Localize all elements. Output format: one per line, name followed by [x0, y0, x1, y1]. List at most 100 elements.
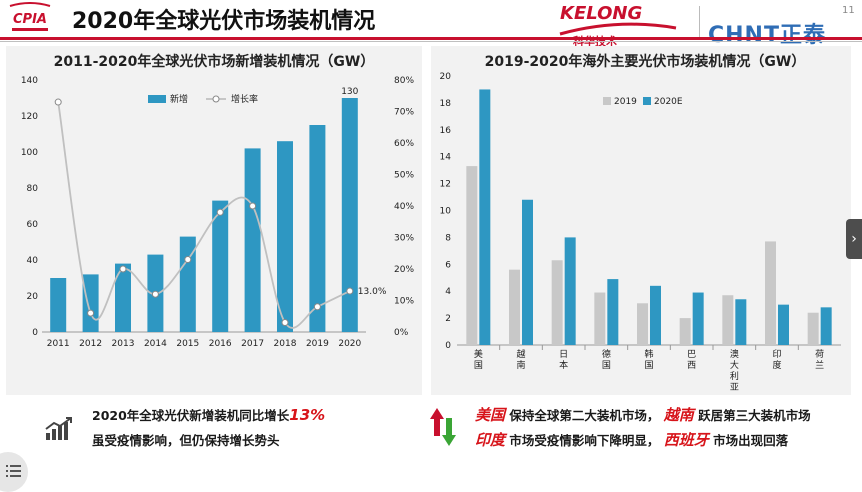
x-category-label: 2015	[176, 339, 199, 349]
kelong-swoosh-icon	[559, 22, 677, 36]
bar-2020e	[692, 292, 704, 345]
x-category-char: 大	[730, 359, 739, 371]
x-category-char: 印	[772, 348, 781, 360]
note-right-text-2: 跃居第三大装机市场	[698, 408, 811, 423]
growth-rate-point	[249, 202, 257, 210]
x-category-label: 澳大利亚	[730, 348, 739, 393]
x-category-char: 巴	[687, 349, 696, 360]
x-category-label: 韩国	[644, 348, 653, 371]
y2-tick-label: 20%	[394, 265, 414, 275]
x-category-label: 荷兰	[815, 349, 824, 371]
bar-new-installs	[179, 236, 196, 332]
y2-tick-label: 60%	[394, 139, 414, 149]
x-category-char: 度	[772, 359, 781, 371]
x-category-char: 日	[559, 349, 568, 360]
growth-rate-point	[151, 290, 159, 298]
x-category-char: 亚	[730, 382, 739, 393]
left-chart-panel: 2011-2020年全球光伏市场新增装机情况（GW） 0 20 40 60 80 100 12…	[6, 46, 422, 395]
bar-data-label: 130	[341, 87, 358, 97]
y-tick-label: 40	[27, 256, 39, 266]
y2-tick-label: 80%	[394, 76, 414, 86]
y-tick-label: 18	[440, 99, 452, 109]
y-tick-label: 2	[445, 314, 451, 324]
next-slide-button[interactable]: ›	[846, 219, 862, 259]
legend-label-bar: 新增	[170, 93, 188, 105]
overseas-markets-chart: 2019-2020年海外主要光伏市场装机情况（GW） 0 2 4 6 8 10 12 14 16 1…	[440, 53, 841, 393]
y-tick-label: 0	[32, 328, 38, 338]
note-right-line1: 美国 保持全球第二大装机市场， 越南 跃居第三大装机市场	[475, 404, 811, 425]
header-rule	[0, 37, 862, 40]
x-category-char: 西	[687, 360, 696, 371]
line-data-label: 13.0%	[358, 287, 387, 297]
growth-rate-line	[57, 101, 351, 329]
x-category-label: 美国	[474, 348, 483, 371]
y2-tick-label: 40%	[394, 202, 414, 212]
bar-new-installs	[115, 263, 131, 332]
x-category-label: 2014	[144, 339, 167, 349]
right-chart-title: 2019-2020年海外主要光伏市场装机情况（GW）	[485, 53, 806, 70]
bar-2020e	[607, 279, 619, 345]
bar-new-installs	[277, 141, 293, 332]
bar-2019	[551, 260, 563, 345]
right-chart-panel: 2019-2020年海外主要光伏市场装机情况（GW） 0 2 4 6 8 10 12 14 16 1…	[431, 46, 851, 395]
bar-2020e	[735, 299, 747, 345]
x-category-label: 2017	[241, 339, 264, 349]
note-right-text-4: 市场出现回落	[713, 433, 789, 448]
note-right-text-1: 保持全球第二大装机市场，	[509, 408, 660, 423]
bar-2019	[637, 303, 648, 345]
bar-new-installs	[244, 148, 261, 332]
bar-new-installs	[50, 278, 67, 332]
legend-swatch-2019	[603, 97, 611, 105]
legend-swatch-bar	[148, 95, 166, 103]
legend-swatch-marker	[212, 95, 220, 103]
growth-rate-point	[184, 256, 192, 264]
x-category-label: 2019	[306, 339, 329, 349]
y-tick-label: 12	[440, 180, 451, 190]
y-tick-label: 80	[27, 184, 39, 194]
chnt-logo: CHNT正泰	[708, 23, 826, 48]
y2-tick-label: 50%	[394, 171, 414, 181]
bar-2020e	[650, 285, 661, 345]
x-category-label: 2013	[112, 339, 135, 349]
highlight-spain: 西班牙	[663, 431, 709, 449]
kelong-logo: KELONG	[560, 3, 643, 24]
x-category-char: 荷	[815, 349, 824, 360]
header-divider	[699, 6, 700, 38]
growth-rate-point	[313, 303, 321, 311]
x-category-char: 国	[644, 360, 653, 371]
x-category-char: 兰	[815, 359, 824, 371]
bar-2020e	[564, 237, 576, 345]
growth-rate-point	[119, 265, 127, 273]
x-category-label: 2020	[338, 339, 361, 349]
note-left-line1: 2020年全球光伏新增装机同比增长13%	[92, 405, 325, 424]
bar-2020e	[778, 304, 789, 345]
menu-icon[interactable]	[6, 464, 22, 478]
y-tick-label: 20	[440, 72, 452, 82]
x-category-label: 2016	[209, 339, 232, 349]
x-category-char: 利	[730, 370, 739, 382]
y-tick-label: 14	[440, 153, 452, 163]
highlight-usa: 美国	[475, 406, 506, 424]
x-category-label: 日本	[559, 349, 568, 371]
bar-2019	[509, 269, 520, 345]
cpia-logo-text: CPIA	[13, 12, 47, 27]
note-left-highlight: 13%	[289, 406, 326, 424]
x-category-char: 国	[602, 360, 611, 371]
y2-tick-label: 0%	[394, 328, 409, 338]
y-tick-label: 120	[21, 112, 38, 122]
legend-label-2019: 2019	[614, 97, 637, 107]
legend-swatch-2020e	[643, 97, 651, 105]
cpia-logo: CPIA	[9, 2, 51, 31]
bar-2020e	[820, 307, 832, 345]
bar-2019	[466, 166, 478, 345]
left-chart-title: 2011-2020年全球光伏市场新增装机情况（GW）	[54, 53, 375, 70]
bar-2019	[722, 295, 734, 345]
x-category-label: 2011	[47, 339, 70, 349]
growth-chart-icon	[45, 417, 72, 440]
y2-tick-label: 10%	[394, 297, 414, 307]
bar-new-installs	[309, 125, 326, 332]
bar-2019	[594, 292, 606, 345]
x-category-char: 美	[474, 348, 483, 360]
x-category-char: 本	[559, 359, 568, 371]
y-tick-label: 60	[27, 220, 39, 230]
